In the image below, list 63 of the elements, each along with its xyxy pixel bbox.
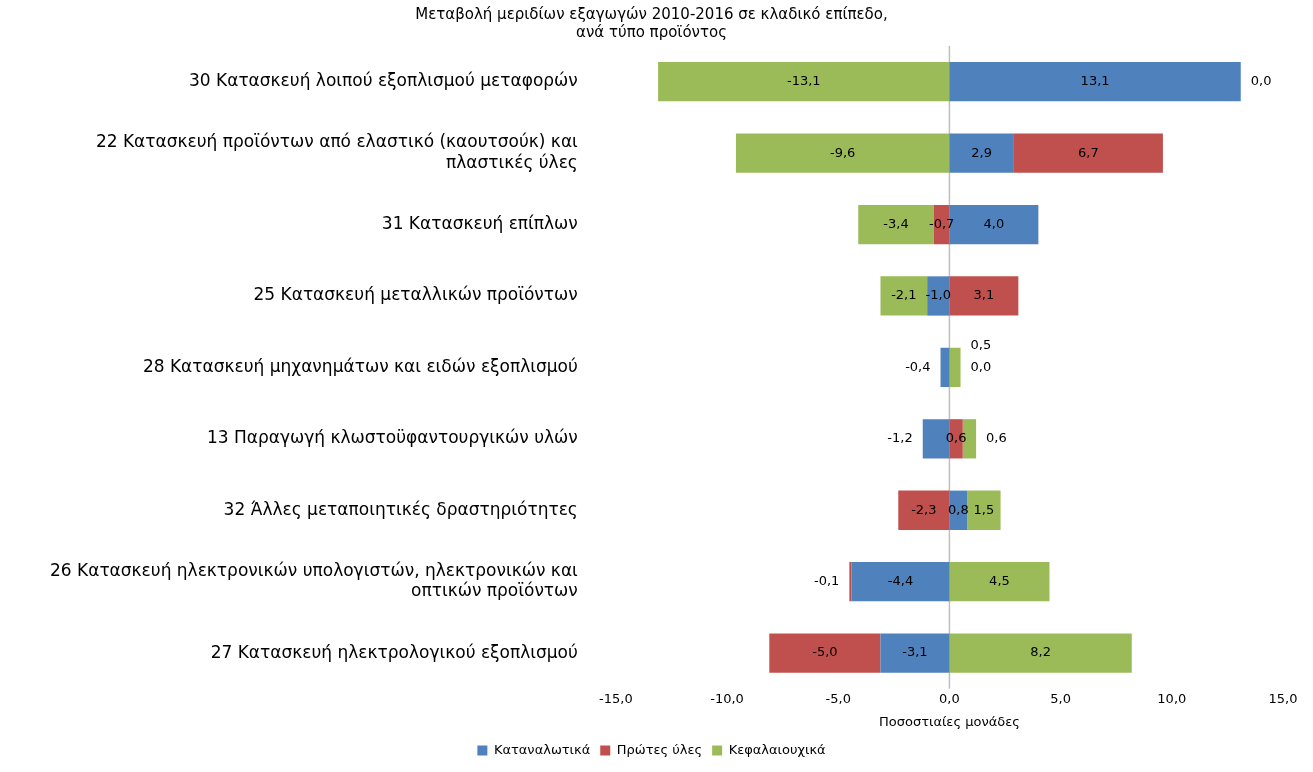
data-label: 2,9 [971, 144, 993, 160]
bar [735, 133, 950, 173]
data-label: -3,1 [902, 644, 928, 660]
data-label: -5,0 [812, 644, 838, 660]
data-label: 0,0 [1250, 73, 1272, 89]
bar [880, 633, 950, 673]
bar [949, 276, 1019, 316]
data-label: -2,3 [911, 501, 937, 517]
legend-label: Κεφαλαιουχικά [728, 741, 826, 757]
bar [927, 276, 950, 316]
y-tick-label: 25 Κατασκευή μεταλλικών προϊόντων [253, 284, 578, 305]
data-label: 13,1 [1080, 73, 1110, 89]
x-tick-label: -15,0 [599, 690, 633, 706]
data-label: 0,0 [970, 358, 992, 374]
data-label: -0,1 [813, 573, 840, 589]
data-label: -2,1 [891, 287, 917, 303]
data-label: -1,0 [925, 287, 951, 303]
x-tick-label: 5,0 [1050, 690, 1071, 706]
data-label: -1,2 [887, 430, 913, 446]
bar [949, 133, 1014, 173]
data-label: 6,7 [1078, 144, 1099, 160]
data-label: 4,5 [989, 573, 1010, 589]
data-label: -0,4 [905, 358, 931, 374]
y-tick-label: 31 Κατασκευή επίπλων [381, 212, 578, 233]
bar [949, 62, 1241, 102]
bar [949, 562, 1050, 602]
data-label: 0,6 [986, 430, 1007, 446]
x-axis-title: Ποσοστιαίες μονάδες [879, 713, 1020, 729]
bar [658, 62, 950, 102]
data-label: -9,6 [829, 144, 856, 160]
y-tick-label: 26 Κατασκευή ηλεκτρονικών υπολογιστών, ηλεκτρονικών και οπτικών προϊόντων [49, 559, 579, 601]
data-label: -13,1 [786, 73, 821, 89]
data-label: 1,5 [973, 501, 995, 517]
y-tick-label: 13 Παραγωγή κλωστοϋφαντουργικών υλών [206, 427, 578, 448]
data-label: 3,1 [973, 287, 995, 303]
legend-label: Πρώτες ύλες [616, 741, 703, 757]
data-label: -4,4 [887, 573, 914, 589]
bar [880, 276, 928, 316]
data-label: 0,8 [947, 501, 969, 517]
bar [1013, 133, 1163, 173]
y-tick-label: 30 Κατασκευή λοιπού εξοπλισμού μεταφορών [188, 70, 578, 91]
bar [967, 490, 1001, 530]
x-tick-label: -10,0 [710, 690, 744, 706]
bar [949, 347, 961, 388]
y-tick-label: 27 Κατασκευή ηλεκτρολογικού εξοπλισμού [210, 641, 578, 662]
bar [851, 562, 950, 602]
data-label: 4,0 [983, 215, 1005, 231]
y-tick-label: 28 Κατασκευή μηχανημάτων και ειδών εξοπλισμού [142, 355, 578, 376]
legend-label: Καταναλωτικά [493, 741, 591, 757]
data-label: 0,5 [970, 336, 992, 352]
y-tick-label: 22 Κατασκευή προϊόντων από ελαστικό (καουτσούκ) και πλαστικές ύλες [95, 131, 579, 172]
bar [849, 562, 852, 602]
bar [898, 490, 950, 530]
data-label: -3,4 [883, 215, 909, 231]
y-tick-label: 32 Άλλες μεταποιητικές δραστηριότητες [223, 498, 578, 519]
chart-title: Μεταβολή μεριδίων εξαγωγών 2010-2016 σε κλαδικό επίπεδο, ανά τύπο προϊόντος [415, 4, 888, 41]
x-tick-label: 0,0 [939, 690, 960, 706]
data-label: 8,2 [1030, 644, 1051, 660]
bar [949, 633, 1132, 673]
x-tick-label: 15,0 [1268, 690, 1298, 706]
bar [769, 633, 881, 673]
x-tick-label: -5,0 [825, 690, 851, 706]
x-tick-label: 10,0 [1157, 690, 1187, 706]
